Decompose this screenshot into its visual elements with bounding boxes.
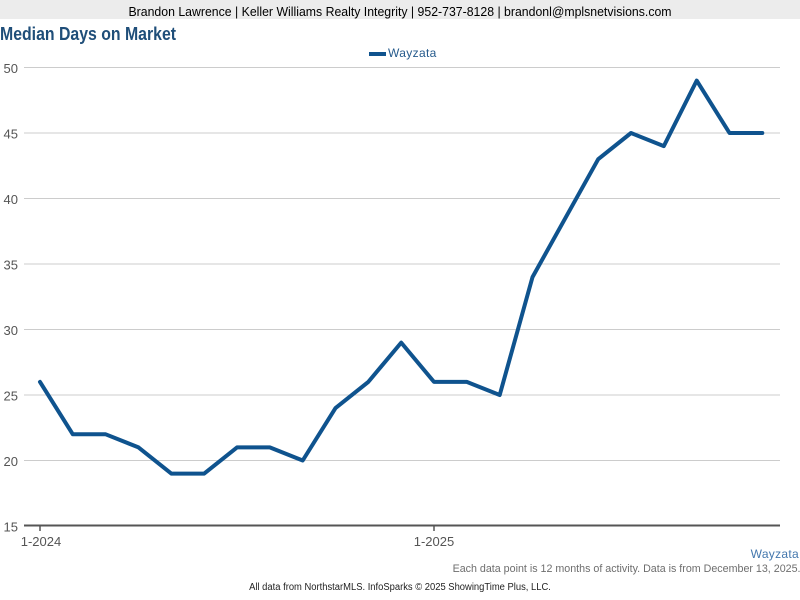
svg-text:30: 30 bbox=[4, 323, 18, 338]
svg-text:20: 20 bbox=[4, 454, 18, 469]
svg-text:1-2025: 1-2025 bbox=[414, 534, 454, 549]
svg-text:25: 25 bbox=[4, 389, 18, 404]
svg-text:50: 50 bbox=[4, 61, 18, 76]
svg-text:40: 40 bbox=[4, 192, 18, 207]
svg-text:35: 35 bbox=[4, 258, 18, 273]
svg-text:15: 15 bbox=[4, 520, 18, 535]
svg-text:1-2024: 1-2024 bbox=[21, 534, 61, 549]
svg-text:45: 45 bbox=[4, 127, 18, 142]
